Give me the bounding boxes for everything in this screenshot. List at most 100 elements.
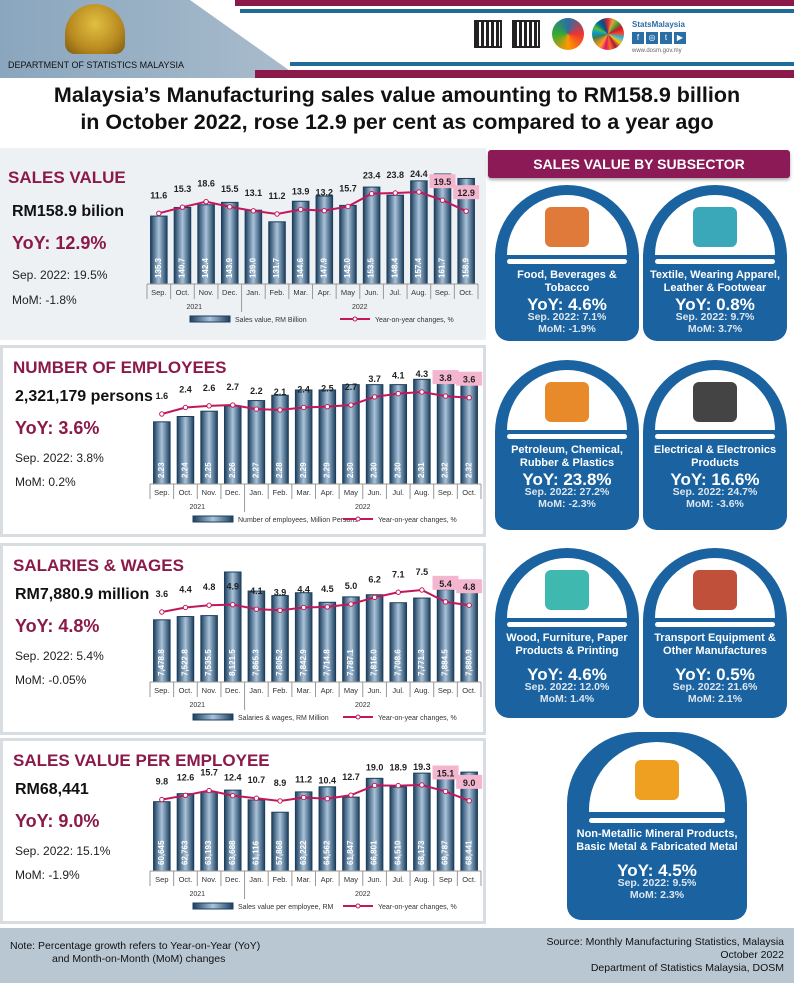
- legend-bar-swatch: [192, 515, 234, 523]
- bar-label: 64,510: [393, 840, 402, 865]
- yoy-label: 4.3: [416, 369, 429, 379]
- bar-label: 7,714.8: [322, 649, 331, 676]
- yoy-label: 10.7: [248, 775, 266, 785]
- yoy-point: [274, 211, 280, 217]
- legend-label: Year-on-year changes, %: [378, 517, 457, 524]
- bar-label: 7,865.3: [252, 649, 261, 676]
- twitter-icon[interactable]: t: [660, 32, 672, 44]
- subsector-yoy: YoY: 4.6%: [527, 295, 607, 314]
- bar-label: 2.30: [346, 462, 355, 478]
- yoy-label: 9.0: [463, 778, 476, 788]
- category-label: May: [344, 875, 358, 884]
- subsector-yoy: YoY: 23.8%: [522, 470, 612, 489]
- previous-month-yoy: Sep. 2022: 19.5%: [12, 268, 108, 282]
- category-label: Mar.: [296, 488, 311, 497]
- sdg-logo: [592, 18, 624, 50]
- instagram-icon[interactable]: ◎: [646, 32, 658, 44]
- bar-label: 2.23: [157, 462, 166, 478]
- category-label: Aug.: [414, 686, 429, 695]
- bar-label: 7,805.2: [275, 649, 284, 676]
- category-label: Nov.: [199, 288, 214, 297]
- bar-label: 63,222: [299, 840, 308, 865]
- category-label: Sep.: [151, 288, 166, 297]
- yoy-label: 8.9: [274, 778, 287, 788]
- bar-label: 7,842.9: [299, 649, 308, 676]
- yoy-point: [463, 208, 469, 214]
- yoy-label: 7.1: [392, 569, 405, 579]
- yoy-point: [159, 796, 165, 803]
- subsector-name: Petroleum, Chemical, Rubber & Plastics: [511, 444, 623, 469]
- category-label: Nov.: [202, 488, 217, 497]
- yoy-point: [297, 206, 304, 213]
- yoy-point: [230, 402, 236, 408]
- subsector-info: Food, Beverages & Tobacco YoY: 4.6% Sep. 2…: [499, 269, 635, 335]
- yoy-label: 23.4: [363, 171, 381, 181]
- bar-label: 2.29: [299, 462, 308, 478]
- bar-label: 161.7: [438, 257, 447, 278]
- bar-label: 2.27: [252, 462, 261, 478]
- bar-label: 7,708.6: [393, 649, 402, 676]
- website-link[interactable]: www.dosm.gov.my: [632, 48, 682, 54]
- clothing-icon: [693, 207, 737, 247]
- yoy-point: [395, 390, 401, 397]
- yoy-point: [253, 795, 260, 801]
- category-label: Sep.: [154, 488, 169, 497]
- yoy-point: [466, 395, 472, 401]
- yoy-label: 2.7: [226, 382, 239, 392]
- subsector-mom: MoM: 1.4%: [539, 693, 595, 705]
- category-label: May: [341, 288, 355, 297]
- subsector-heading: SALES VALUE BY SUBSECTOR: [488, 150, 790, 178]
- category-label: Sep.: [154, 686, 169, 695]
- headline-value: RM68,441: [15, 781, 89, 798]
- yoy-label: 2.4: [179, 384, 192, 394]
- yoy-label: 3.6: [463, 375, 476, 385]
- yoy-label: 4.5: [321, 584, 334, 594]
- subsector-name: Transport Equipment & Other Manufactures: [654, 632, 776, 657]
- subsector-sep: Sep. 2022: 9.5%: [617, 877, 697, 889]
- yoy-label: 19.0: [366, 762, 384, 772]
- bar-label: 69,787: [441, 840, 450, 865]
- facebook-icon[interactable]: f: [632, 32, 644, 44]
- year-label: 2021: [186, 304, 202, 311]
- appliances-icon: [693, 382, 737, 422]
- category-label: Feb.: [270, 288, 285, 297]
- category-label: Aug.: [411, 288, 426, 297]
- yoy-label: 3.6: [156, 589, 169, 599]
- youtube-icon[interactable]: ▶: [674, 32, 686, 44]
- category-label: Dec.: [225, 875, 240, 884]
- combo-chart: 60,645 62,763 63,193 63,688 61,116 57,868 63,2…: [149, 762, 483, 911]
- yoy-point: [348, 792, 354, 798]
- yoy-line: [158, 190, 467, 216]
- bar-label: 2.29: [322, 462, 331, 478]
- bar-label: 8,121.5: [228, 649, 237, 676]
- fuel-pump-icon: [545, 382, 589, 422]
- yoy-highlight: [456, 774, 483, 789]
- panel-title: NUMBER OF EMPLOYEES: [13, 358, 227, 377]
- yoy-point: [324, 795, 331, 802]
- subsector-name: Non-Metallic Mineral Products, Basic Met…: [576, 828, 738, 853]
- mom-value: MoM: -1.9%: [15, 868, 80, 882]
- yoy-label: 5.0: [345, 581, 358, 591]
- legend-label: Year-on-year changes, %: [378, 715, 457, 722]
- yoy-point: [300, 794, 307, 801]
- yoy-label: 15.1: [437, 768, 455, 778]
- subsector-sep: Sep. 2022: 27.2%: [524, 486, 610, 498]
- footer: Note: Percentage growth refers to Year-o…: [0, 928, 794, 983]
- yoy-point: [253, 406, 260, 412]
- bar-label: 131.7: [272, 257, 281, 278]
- note-line: and Month-on-Month (MoM) changes: [52, 953, 226, 965]
- bar-label: 140.7: [178, 257, 187, 278]
- category-label: Jan.: [249, 686, 263, 695]
- yoy-label: 15.5: [221, 184, 239, 194]
- legend-label: Number of employees, Million Persons: [238, 517, 358, 524]
- subsector-name: Textile, Wearing Apparel, Leather & Foot…: [650, 269, 780, 294]
- legend-line-marker: [355, 516, 361, 522]
- year-label: 2022: [355, 504, 371, 511]
- mom-value: MoM: -1.8%: [12, 293, 77, 307]
- legend-bar-swatch: [192, 713, 234, 721]
- previous-month-yoy: Sep. 2022: 3.8%: [15, 451, 104, 465]
- note-line: Note: Percentage growth refers to Year-o…: [10, 940, 261, 952]
- bar-label: 142.0: [343, 257, 352, 278]
- metal-tools-icon: [635, 760, 679, 800]
- subsector-info: Wood, Furniture, Paper Products & Printi…: [499, 632, 635, 705]
